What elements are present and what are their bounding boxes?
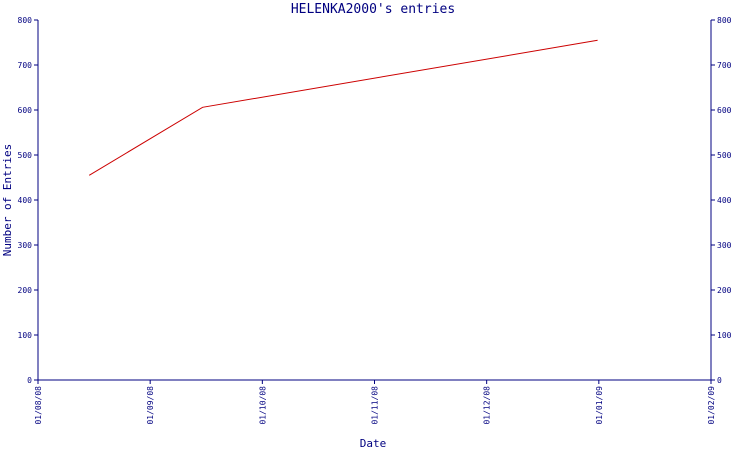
x-tick-label: 01/11/08 bbox=[371, 386, 380, 425]
x-tick-label: 01/08/08 bbox=[34, 386, 43, 425]
right-y-tick-label: 800 bbox=[717, 16, 732, 25]
right-y-tick-label: 400 bbox=[717, 196, 732, 205]
left-y-tick-label: 500 bbox=[18, 151, 33, 160]
series-line bbox=[88, 39, 598, 176]
y-axis-label: Number of Entries bbox=[1, 144, 14, 257]
x-tick-label: 01/10/08 bbox=[258, 386, 267, 425]
left-y-tick-label: 300 bbox=[18, 241, 33, 250]
x-tick-label: 01/12/08 bbox=[483, 386, 492, 425]
left-y-tick-label: 600 bbox=[18, 106, 33, 115]
right-y-tick-label: 0 bbox=[717, 376, 722, 385]
left-y-tick-label: 100 bbox=[18, 331, 33, 340]
right-y-axis: 0 100 200 300 400 500 600 700 800 bbox=[711, 16, 732, 385]
right-y-tick-label: 200 bbox=[717, 286, 732, 295]
x-tick-label: 01/01/09 bbox=[595, 386, 604, 425]
right-y-tick-label: 300 bbox=[717, 241, 732, 250]
left-y-tick-label: 0 bbox=[27, 376, 32, 385]
x-tick-label: 01/09/08 bbox=[146, 386, 155, 425]
left-y-tick-label: 400 bbox=[18, 196, 33, 205]
x-axis: 01/08/08 01/09/08 01/10/08 01/11/08 01/12/08… bbox=[34, 380, 716, 425]
series-layer bbox=[88, 39, 598, 176]
right-y-tick-label: 600 bbox=[717, 106, 732, 115]
left-y-tick-label: 200 bbox=[18, 286, 33, 295]
x-axis-label: Date bbox=[360, 437, 387, 450]
right-y-tick-label: 700 bbox=[717, 61, 732, 70]
left-y-tick-label: 700 bbox=[18, 61, 33, 70]
left-y-axis: 0 100 200 300 400 500 600 700 800 bbox=[18, 16, 38, 385]
right-y-tick-label: 500 bbox=[717, 151, 732, 160]
x-tick-label: 01/02/09 bbox=[707, 386, 716, 425]
chart-title: HELENKA2000's entries bbox=[291, 2, 455, 17]
right-y-tick-label: 100 bbox=[717, 331, 732, 340]
left-y-tick-label: 800 bbox=[18, 16, 33, 25]
plot-frame bbox=[37, 20, 712, 381]
